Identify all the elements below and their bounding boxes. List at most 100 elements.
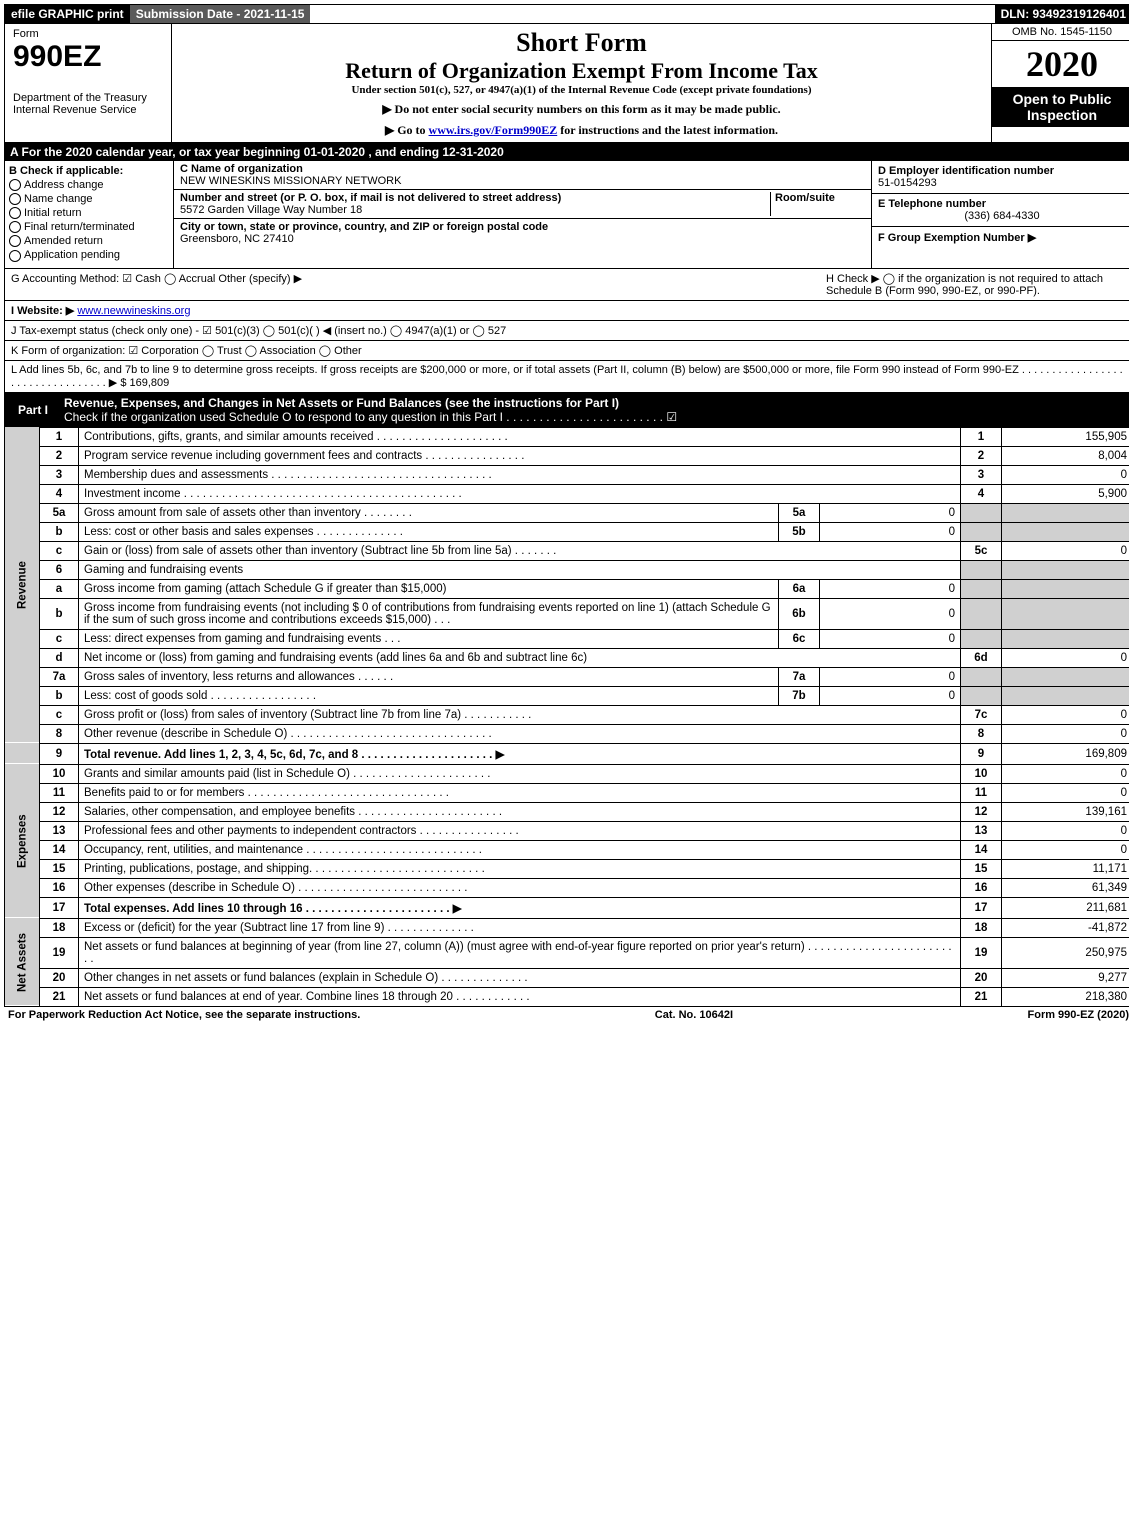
- row-4-num: 4: [40, 484, 79, 503]
- row-7a-bval: 0: [820, 667, 961, 686]
- part-1-checkline: Check if the organization used Schedule …: [64, 410, 677, 424]
- row-21-amt: 218,380: [1002, 987, 1129, 1006]
- year-cell: OMB No. 1545-1150 2020 Open to Public In…: [991, 24, 1129, 142]
- row-5b-num: b: [40, 522, 79, 541]
- chk-amended-return[interactable]: Amended return: [9, 235, 169, 247]
- part-1-table: Revenue 1 Contributions, gifts, grants, …: [4, 427, 1129, 1007]
- tax-year: 2020: [992, 41, 1129, 87]
- expenses-sidebar: Expenses: [5, 764, 40, 918]
- row-2-ref: 2: [961, 446, 1002, 465]
- row-5c-amt: 0: [1002, 541, 1129, 560]
- row-14-amt: 0: [1002, 840, 1129, 859]
- footer-mid: Cat. No. 10642I: [655, 1009, 733, 1021]
- section-b-label: B Check if applicable:: [9, 165, 169, 177]
- row-7a-num: 7a: [40, 667, 79, 686]
- row-6c-desc: Less: direct expenses from gaming and fu…: [79, 629, 779, 648]
- row-16-amt: 61,349: [1002, 878, 1129, 897]
- row-15-amt: 11,171: [1002, 859, 1129, 878]
- row-20-amt: 9,277: [1002, 968, 1129, 987]
- row-7c-ref: 7c: [961, 705, 1002, 724]
- line-a-tax-year: A For the 2020 calendar year, or tax yea…: [4, 143, 1129, 161]
- line-g: G Accounting Method: ☑ Cash ◯ Accrual Ot…: [11, 272, 826, 297]
- org-city: Greensboro, NC 27410: [180, 233, 865, 245]
- omb-number: OMB No. 1545-1150: [992, 24, 1129, 41]
- line-j: J Tax-exempt status (check only one) - ☑…: [4, 321, 1129, 341]
- row-4-desc: Investment income . . . . . . . . . . . …: [79, 484, 961, 503]
- row-6b-num: b: [40, 598, 79, 629]
- row-16-num: 16: [40, 878, 79, 897]
- row-10-amt: 0: [1002, 764, 1129, 783]
- row-6c-bval: 0: [820, 629, 961, 648]
- row-18-desc: Excess or (deficit) for the year (Subtra…: [79, 918, 961, 937]
- row-5b-ref-grey: [961, 522, 1002, 541]
- row-8-desc: Other revenue (describe in Schedule O) .…: [79, 724, 961, 743]
- chk-application-pending[interactable]: Application pending: [9, 249, 169, 261]
- row-7a-amt-grey: [1002, 667, 1129, 686]
- irs-link[interactable]: www.irs.gov/Form990EZ: [429, 123, 558, 137]
- row-21-num: 21: [40, 987, 79, 1006]
- row-14-num: 14: [40, 840, 79, 859]
- row-7a-desc: Gross sales of inventory, less returns a…: [79, 667, 779, 686]
- row-15-num: 15: [40, 859, 79, 878]
- row-10-desc: Grants and similar amounts paid (list in…: [79, 764, 961, 783]
- row-15-ref: 15: [961, 859, 1002, 878]
- row-6c-box: 6c: [779, 629, 820, 648]
- row-9-num: 9: [40, 743, 79, 764]
- org-name: NEW WINESKINS MISSIONARY NETWORK: [180, 175, 865, 187]
- goto-pre: ▶ Go to: [385, 123, 429, 137]
- row-3-num: 3: [40, 465, 79, 484]
- submission-date: Submission Date - 2021-11-15: [130, 5, 311, 23]
- row-6-num: 6: [40, 560, 79, 579]
- efile-label: efile GRAPHIC print: [5, 5, 130, 23]
- line-g-h-row: G Accounting Method: ☑ Cash ◯ Accrual Ot…: [4, 269, 1129, 301]
- row-6-ref-grey: [961, 560, 1002, 579]
- website-link[interactable]: www.newwineskins.org: [77, 305, 190, 317]
- ssn-warning: ▶ Do not enter social security numbers o…: [176, 102, 987, 117]
- row-1-amt: 155,905: [1002, 427, 1129, 446]
- row-20-desc: Other changes in net assets or fund bala…: [79, 968, 961, 987]
- row-21-desc: Net assets or fund balances at end of ye…: [79, 987, 961, 1006]
- row-14-desc: Occupancy, rent, utilities, and maintena…: [79, 840, 961, 859]
- line-i: I Website: ▶ www.newwineskins.org: [4, 301, 1129, 321]
- row-13-num: 13: [40, 821, 79, 840]
- row-13-amt: 0: [1002, 821, 1129, 840]
- row-5b-amt-grey: [1002, 522, 1129, 541]
- row-11-amt: 0: [1002, 783, 1129, 802]
- row-18-num: 18: [40, 918, 79, 937]
- chk-initial-return[interactable]: Initial return: [9, 207, 169, 219]
- netassets-sidebar: Net Assets: [5, 918, 40, 1006]
- row-9-ref: 9: [961, 743, 1002, 764]
- row-6-desc: Gaming and fundraising events: [79, 560, 961, 579]
- chk-address-change[interactable]: Address change: [9, 179, 169, 191]
- row-6a-ref-grey: [961, 579, 1002, 598]
- part-1-label: Part I: [10, 401, 56, 419]
- row-12-ref: 12: [961, 802, 1002, 821]
- row-6c-amt-grey: [1002, 629, 1129, 648]
- row-20-ref: 20: [961, 968, 1002, 987]
- row-7a-box: 7a: [779, 667, 820, 686]
- f-group-label: F Group Exemption Number ▶: [878, 231, 1126, 244]
- phone-value: (336) 684-4330: [878, 210, 1126, 222]
- dln-label: DLN: 93492319126401: [995, 5, 1129, 23]
- line-k: K Form of organization: ☑ Corporation ◯ …: [4, 341, 1129, 361]
- page-footer: For Paperwork Reduction Act Notice, see …: [4, 1007, 1129, 1023]
- row-5b-box: 5b: [779, 522, 820, 541]
- row-6b-desc: Gross income from fundraising events (no…: [79, 598, 779, 629]
- row-7a-ref-grey: [961, 667, 1002, 686]
- row-5a-amt-grey: [1002, 503, 1129, 522]
- line-h: H Check ▶ ◯ if the organization is not r…: [826, 272, 1126, 297]
- revenue-sidebar: Revenue: [5, 427, 40, 743]
- org-street: 5572 Garden Village Way Number 18: [180, 204, 770, 216]
- form-number: 990EZ: [13, 40, 163, 74]
- row-17-num: 17: [40, 897, 79, 918]
- row-12-desc: Salaries, other compensation, and employ…: [79, 802, 961, 821]
- row-7b-bval: 0: [820, 686, 961, 705]
- row-10-ref: 10: [961, 764, 1002, 783]
- e-phone-label: E Telephone number: [878, 198, 1126, 210]
- chk-name-change[interactable]: Name change: [9, 193, 169, 205]
- chk-final-return[interactable]: Final return/terminated: [9, 221, 169, 233]
- ein-value: 51-0154293: [878, 177, 1126, 189]
- row-16-desc: Other expenses (describe in Schedule O) …: [79, 878, 961, 897]
- top-bar: efile GRAPHIC print Submission Date - 20…: [4, 4, 1129, 24]
- row-11-ref: 11: [961, 783, 1002, 802]
